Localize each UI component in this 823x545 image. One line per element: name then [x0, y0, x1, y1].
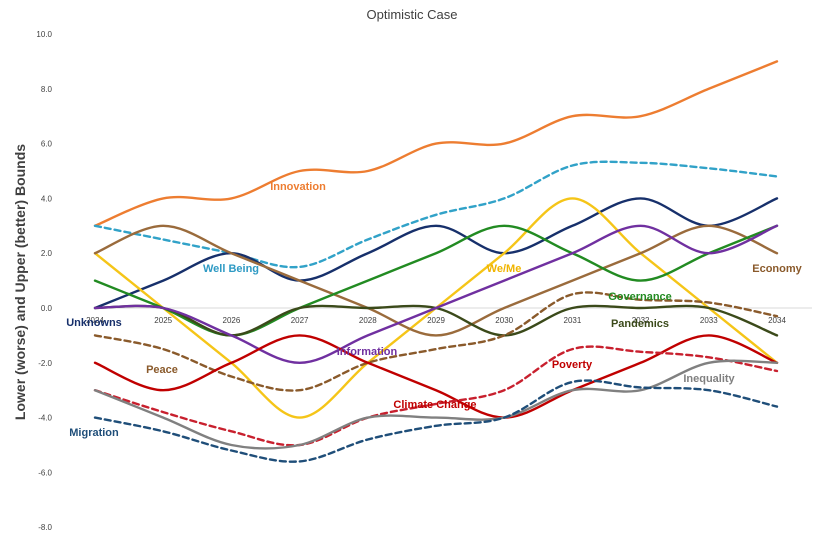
series-label-we-me: We/Me: [487, 263, 522, 275]
series-line-unknowns: [93, 197, 779, 310]
y-tick-label: -6.0: [38, 468, 52, 477]
series-line-climate-change: [93, 345, 779, 447]
x-tick-label: 2024: [86, 316, 104, 325]
series-label-pandemics: Pandemics: [611, 318, 669, 330]
x-tick-label: 2026: [223, 316, 241, 325]
y-tick-label: 10.0: [36, 30, 52, 39]
x-tick-label: 2028: [359, 316, 377, 325]
y-tick-label: -8.0: [38, 523, 52, 532]
series-label-migration: Migration: [69, 427, 119, 439]
series-line-peace: [93, 291, 779, 392]
series-label-economy: Economy: [752, 263, 802, 275]
x-tick-label: 2029: [427, 316, 445, 325]
x-tick-label: 2030: [495, 316, 513, 325]
series-line-well-being: [93, 160, 779, 269]
series-line-inequality: [93, 359, 779, 450]
y-tick-label: 0.0: [41, 304, 53, 313]
series-line-information: [93, 224, 779, 365]
series-label-climate-change: Climate Change: [393, 399, 476, 411]
x-tick-label: 2032: [632, 316, 650, 325]
y-tick-label: 8.0: [41, 85, 53, 94]
series-label-peace: Peace: [146, 364, 178, 376]
y-tick-label: 6.0: [41, 140, 53, 149]
y-tick-label: 2.0: [41, 249, 53, 258]
series-label-inequality: Inequality: [683, 373, 735, 385]
series-line-economy: [93, 224, 779, 337]
series-label-innovation: Innovation: [270, 181, 326, 193]
x-tick-label: 2031: [564, 316, 582, 325]
y-axis-ticks: 10.0 8.0 6.0 4.0 2.0 0.0 -2.0 -4.0 -6.0 -8.0: [36, 30, 52, 532]
series-label-poverty: Poverty: [552, 359, 593, 371]
chart-title: Optimistic Case: [366, 7, 457, 22]
series-labels: Innovation Well Being Unknowns We/Me Economy…: [66, 181, 802, 439]
series-label-information: Information: [337, 346, 398, 358]
y-tick-label: -4.0: [38, 414, 52, 423]
series-line-migration: [93, 379, 779, 463]
series-line-innovation: [93, 60, 779, 227]
y-tick-label: -2.0: [38, 359, 52, 368]
x-tick-label: 2027: [291, 316, 309, 325]
series-label-well-being: Well Being: [203, 263, 259, 275]
x-tick-label: 2034: [768, 316, 786, 325]
series-label-governance: Governance: [608, 291, 672, 303]
y-axis-label: Lower (worse) and Upper (better) Bounds: [12, 144, 28, 420]
y-tick-label: 4.0: [41, 194, 53, 203]
series-lines: [93, 60, 779, 463]
x-axis-ticks: 2024 2025 2026 2027 2028 2029 2030 2031 2032 2033…: [86, 316, 786, 325]
x-tick-label: 2025: [154, 316, 172, 325]
series-label-unknowns: Unknowns: [66, 317, 122, 329]
x-tick-label: 2033: [700, 316, 718, 325]
